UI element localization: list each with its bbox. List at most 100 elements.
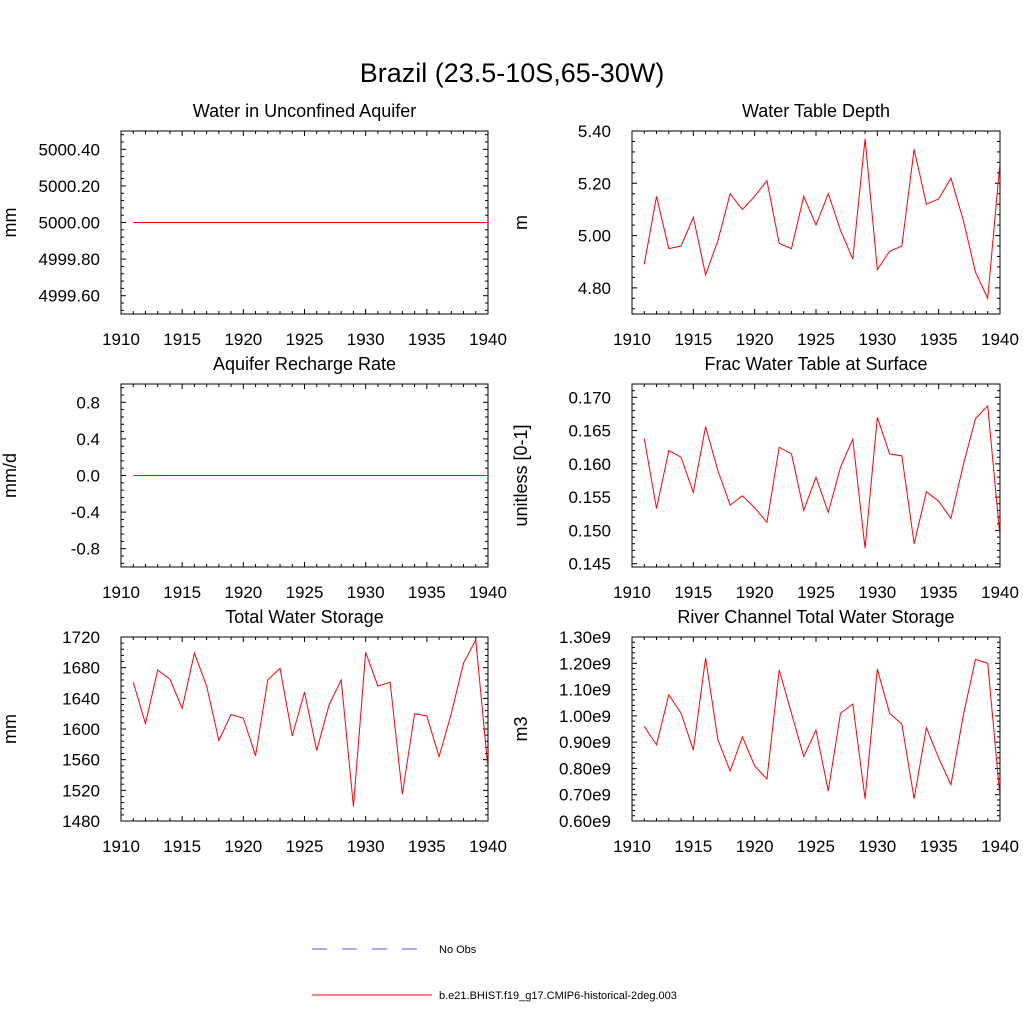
chart-panel-5: Total Water Storage mm 1910 1915 1920 1925 193… xyxy=(0,607,507,856)
y-tick-label: 0.80e9 xyxy=(559,759,611,778)
y-tick-label: 0.0 xyxy=(76,467,100,486)
y-tick-label: 1.00e9 xyxy=(559,707,611,726)
panel-title: Aquifer Recharge Rate xyxy=(213,354,396,374)
y-tick-label: 0.70e9 xyxy=(559,786,611,805)
y-axis-label: m xyxy=(511,215,531,230)
legend-entry-2: b.e21.BHIST.f19_g17.CMIP6-historical-2de… xyxy=(312,990,677,1002)
x-tick-label: 1940 xyxy=(469,583,507,602)
x-tick-label: 1925 xyxy=(286,837,324,856)
chart-panel-2: Water Table Depth m 1910 1915 1920 1925 1930 19… xyxy=(511,101,1019,349)
y-tick-label: -0.8 xyxy=(71,540,100,559)
x-tick-label: 1920 xyxy=(736,583,774,602)
plot-frame xyxy=(631,636,1001,822)
y-tick-label: 0.145 xyxy=(568,555,611,574)
x-tick-label: 1940 xyxy=(981,583,1019,602)
y-axis-label: m3 xyxy=(511,716,531,741)
panel-title: Water in Unconfined Aquifer xyxy=(193,101,416,121)
x-tick-label: 1925 xyxy=(797,330,835,349)
y-tick-label: 1.10e9 xyxy=(559,681,611,700)
y-tick-label: 0.8 xyxy=(76,393,100,412)
x-tick-label: 1930 xyxy=(347,583,385,602)
x-tick-label: 1920 xyxy=(736,837,774,856)
series-line-1 xyxy=(643,404,1000,549)
series-line-1 xyxy=(132,638,488,807)
legend-label: No Obs xyxy=(439,944,477,956)
plot-frame xyxy=(631,130,1001,315)
x-tick-label: 1930 xyxy=(858,583,896,602)
x-tick-label: 1935 xyxy=(408,330,446,349)
y-tick-label: -0.4 xyxy=(71,503,100,522)
x-tick-label: 1925 xyxy=(286,330,324,349)
y-tick-label: 5000.20 xyxy=(39,177,100,196)
y-tick-label: 1520 xyxy=(62,781,100,800)
x-tick-label: 1915 xyxy=(674,837,712,856)
x-tick-label: 1935 xyxy=(920,583,958,602)
y-tick-label: 4.80 xyxy=(578,279,611,298)
y-tick-label: 0.60e9 xyxy=(559,812,611,831)
y-tick-label: 5.00 xyxy=(578,227,611,246)
y-tick-label: 0.4 xyxy=(76,430,100,449)
y-tick-label: 1.30e9 xyxy=(559,628,611,647)
series-line-1 xyxy=(643,138,1000,301)
chart-panel-1: Water in Unconfined Aquifer mm 1910 1915 192… xyxy=(0,101,507,349)
series-line-1 xyxy=(643,657,1000,799)
x-tick-label: 1935 xyxy=(920,837,958,856)
x-tick-label: 1940 xyxy=(469,837,507,856)
y-axis-label: mm xyxy=(0,714,20,744)
x-tick-label: 1940 xyxy=(981,837,1019,856)
x-tick-label: 1930 xyxy=(858,837,896,856)
x-tick-label: 1925 xyxy=(797,583,835,602)
x-tick-label: 1910 xyxy=(613,330,651,349)
x-tick-label: 1915 xyxy=(163,330,201,349)
y-axis-label: unitless [0-1] xyxy=(511,424,531,526)
y-tick-label: 1600 xyxy=(62,720,100,739)
panel-title: Water Table Depth xyxy=(742,101,890,121)
x-tick-label: 1935 xyxy=(408,837,446,856)
y-axis-label: mm/d xyxy=(0,453,20,498)
x-tick-label: 1920 xyxy=(224,837,262,856)
x-tick-label: 1935 xyxy=(920,330,958,349)
y-tick-label: 1640 xyxy=(62,689,100,708)
legend-label: b.e21.BHIST.f19_g17.CMIP6-historical-2de… xyxy=(439,990,677,1002)
x-tick-label: 1915 xyxy=(163,583,201,602)
x-tick-label: 1915 xyxy=(163,837,201,856)
figure-title: Brazil (23.5-10S,65-30W) xyxy=(360,58,665,88)
plot-frame xyxy=(120,636,489,822)
panel-title: Total Water Storage xyxy=(225,607,383,627)
x-tick-label: 1910 xyxy=(102,583,140,602)
legend: No Obs b.e21.BHIST.f19_g17.CMIP6-historic… xyxy=(312,944,677,1002)
y-axis-label: mm xyxy=(0,208,20,238)
y-tick-label: 5000.00 xyxy=(39,214,100,233)
x-tick-label: 1930 xyxy=(858,330,896,349)
y-tick-label: 0.160 xyxy=(568,455,611,474)
x-tick-label: 1910 xyxy=(102,330,140,349)
x-tick-label: 1915 xyxy=(674,330,712,349)
y-tick-label: 5.20 xyxy=(578,174,611,193)
y-tick-label: 0.165 xyxy=(568,422,611,441)
x-tick-label: 1910 xyxy=(613,583,651,602)
x-tick-label: 1920 xyxy=(224,583,262,602)
y-tick-label: 0.155 xyxy=(568,488,611,507)
y-tick-label: 1680 xyxy=(62,659,100,678)
x-tick-label: 1940 xyxy=(469,330,507,349)
y-tick-label: 1560 xyxy=(62,751,100,770)
x-tick-label: 1925 xyxy=(286,583,324,602)
y-tick-label: 0.150 xyxy=(568,521,611,540)
legend-entry-1: No Obs xyxy=(312,944,477,956)
y-tick-label: 1.20e9 xyxy=(559,654,611,673)
x-tick-label: 1930 xyxy=(347,330,385,349)
x-tick-label: 1930 xyxy=(347,837,385,856)
y-tick-label: 0.170 xyxy=(568,388,611,407)
panel-title: Frac Water Table at Surface xyxy=(704,354,927,374)
y-tick-label: 4999.80 xyxy=(39,250,100,269)
x-tick-label: 1910 xyxy=(613,837,651,856)
chart-panel-6: River Channel Total Water Storage m3 1910 1… xyxy=(511,607,1019,856)
x-tick-label: 1940 xyxy=(981,330,1019,349)
y-tick-label: 4999.60 xyxy=(39,287,100,306)
x-tick-label: 1910 xyxy=(102,837,140,856)
y-tick-label: 5.40 xyxy=(578,122,611,141)
x-tick-label: 1920 xyxy=(224,330,262,349)
panel-title: River Channel Total Water Storage xyxy=(677,607,954,627)
y-tick-label: 5000.40 xyxy=(39,140,100,159)
